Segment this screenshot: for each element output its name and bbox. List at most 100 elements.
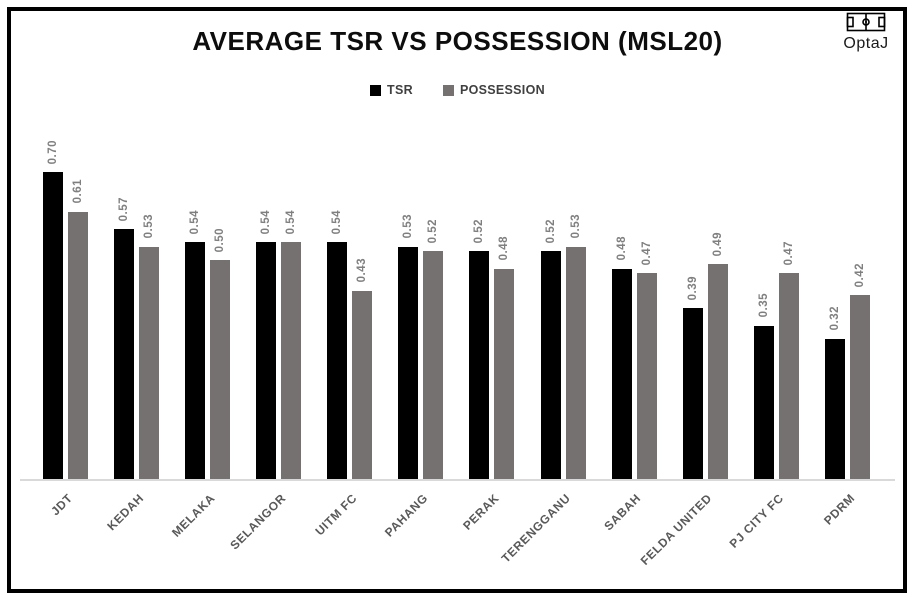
bar-group: 0.52 0.48 PERAK — [460, 218, 515, 533]
tsr-bar-column: 0.35 — [753, 293, 774, 479]
bar-group: 0.70 0.61 JDT — [43, 140, 88, 518]
possession-bar — [707, 264, 728, 479]
possession-bar-column: 0.53 — [139, 214, 160, 479]
tsr-value-label: 0.54 — [189, 210, 202, 235]
tsr-value-label: 0.54 — [331, 210, 344, 235]
tsr-bar — [824, 338, 845, 479]
tsr-value-label: 0.70 — [47, 140, 59, 165]
plot-area: 0.70 0.61 JDT 0.57 0.53 KEDAH 0.54 0.50 MELAKA 0.… — [35, 109, 870, 568]
possession-bar — [423, 251, 444, 479]
tsr-bar — [753, 325, 774, 479]
category-label: SABAH — [601, 491, 645, 534]
chart-legend: TSR POSSESSION — [0, 83, 915, 97]
possession-bar — [210, 260, 231, 479]
possession-value-label: 0.50 — [214, 227, 227, 252]
possession-bar-column: 0.43 — [352, 258, 373, 479]
bar-group: 0.54 0.43 UITM FC — [312, 210, 373, 538]
possession-value-label: 0.49 — [711, 232, 724, 257]
tsr-bar — [43, 172, 63, 479]
possession-value-label: 0.43 — [356, 258, 369, 283]
legend-label-tsr: TSR — [387, 83, 413, 97]
bar-group: 0.52 0.53 TERENGGANU — [498, 214, 586, 565]
tsr-value-label: 0.52 — [544, 218, 557, 244]
tsr-bar — [114, 229, 135, 479]
possession-bar — [352, 290, 373, 479]
tsr-bar — [398, 246, 419, 479]
possession-bar — [565, 246, 586, 479]
possession-value-label: 0.52 — [427, 218, 440, 244]
possession-value-label: 0.61 — [72, 179, 84, 204]
possession-bar-column: 0.42 — [849, 262, 870, 479]
category-label: PDRM — [820, 491, 858, 528]
legend-item-possession: POSSESSION — [442, 83, 545, 97]
tsr-bar — [256, 242, 277, 479]
tsr-value-label: 0.57 — [118, 196, 131, 222]
legend-item-tsr: TSR — [370, 83, 413, 97]
possession-bar-column: 0.47 — [636, 240, 657, 479]
chart-title: AVERAGE TSR VS POSSESSION (MSL20) — [192, 26, 723, 56]
possession-bar-column: 0.61 — [68, 179, 88, 479]
possession-bar-column: 0.52 — [423, 218, 444, 479]
bar-group: 0.54 0.50 MELAKA — [169, 210, 231, 540]
tsr-value-label: 0.32 — [828, 306, 841, 331]
tsr-value-label: 0.53 — [402, 214, 415, 239]
tsr-value-label: 0.35 — [757, 293, 770, 318]
tsr-bar-column: 0.54 — [327, 210, 348, 479]
possession-value-label: 0.47 — [782, 240, 795, 266]
football-pitch-icon — [846, 12, 886, 36]
tsr-bar — [540, 251, 561, 479]
tsr-bar-column: 0.48 — [611, 236, 632, 479]
tsr-swatch-icon — [370, 84, 382, 96]
possession-value-label: 0.48 — [498, 236, 511, 261]
bar-group: 0.32 0.42 PDRM — [821, 262, 870, 528]
tsr-value-label: 0.39 — [686, 275, 699, 301]
possession-bar — [849, 295, 870, 479]
possession-bar-column: 0.47 — [778, 240, 799, 479]
possession-bar — [636, 273, 657, 479]
category-label: TERENGGANU — [498, 491, 573, 566]
possession-bar — [139, 246, 160, 479]
tsr-bar — [185, 242, 206, 479]
bar-group: 0.35 0.47 PJ CITY FC — [726, 240, 799, 551]
category-label: JDT — [48, 491, 76, 519]
bar-group: 0.48 0.47 SABAH — [602, 236, 657, 533]
possession-value-label: 0.53 — [569, 214, 582, 239]
possession-bar — [281, 242, 302, 479]
possession-bar-column: 0.49 — [707, 232, 728, 479]
tsr-value-label: 0.48 — [615, 236, 628, 261]
tsr-value-label: 0.52 — [473, 218, 486, 244]
tsr-bar-column: 0.52 — [469, 218, 490, 479]
tsr-bar-column: 0.39 — [682, 275, 703, 479]
category-label: MELAKA — [168, 491, 218, 540]
tsr-bar — [611, 268, 632, 479]
possession-value-label: 0.47 — [640, 240, 653, 266]
brand-name: OptaJ — [843, 35, 889, 52]
possession-bar-column: 0.54 — [281, 210, 302, 479]
tsr-bar-column: 0.70 — [43, 140, 63, 479]
bar-group: 0.53 0.52 PAHANG — [382, 214, 444, 540]
category-label: PJ CITY FC — [726, 491, 787, 551]
bar-group: 0.39 0.49 FELDA UNITED — [638, 232, 728, 568]
possession-value-label: 0.42 — [853, 262, 866, 288]
possession-bar — [778, 273, 799, 479]
category-label: FELDA UNITED — [638, 491, 716, 568]
tsr-bar — [327, 242, 348, 479]
possession-bar-column: 0.48 — [494, 236, 515, 479]
category-label: SELANGOR — [227, 491, 289, 553]
tsr-bar-column: 0.52 — [540, 218, 561, 479]
category-label: PERAK — [460, 491, 502, 533]
legend-label-possession: POSSESSION — [459, 83, 545, 97]
possession-value-label: 0.53 — [143, 214, 156, 239]
possession-value-label: 0.54 — [285, 210, 298, 235]
possession-swatch-icon — [442, 84, 454, 96]
tsr-bar-column: 0.53 — [398, 214, 419, 479]
x-axis-line — [20, 479, 895, 481]
tsr-bar-column: 0.54 — [185, 210, 206, 479]
tsr-value-label: 0.54 — [260, 210, 273, 235]
bar-group: 0.54 0.54 SELANGOR — [227, 210, 302, 552]
tsr-bar-column: 0.32 — [824, 306, 845, 479]
possession-bar-column: 0.53 — [565, 214, 586, 479]
possession-bar-column: 0.50 — [210, 227, 231, 479]
category-label: KEDAH — [104, 491, 147, 534]
